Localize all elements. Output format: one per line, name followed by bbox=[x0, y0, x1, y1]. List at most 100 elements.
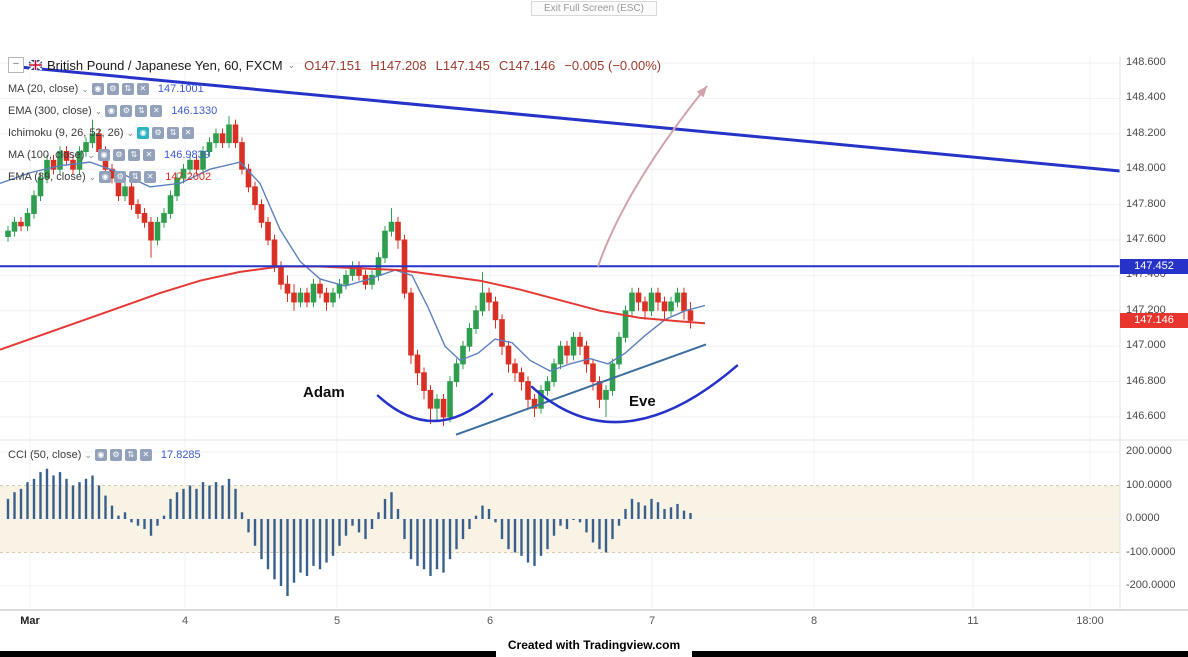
ma-fast-line[interactable] bbox=[0, 161, 706, 372]
eye-icon[interactable]: ◉ bbox=[105, 105, 118, 117]
cci-bar bbox=[331, 519, 335, 556]
price-tick[interactable]: 148.200 bbox=[1126, 126, 1166, 139]
price-tick[interactable]: 147.200 bbox=[1126, 303, 1166, 316]
collapse-pane-icon[interactable]: − bbox=[8, 57, 24, 73]
indicator-label[interactable]: Ichimoku (9, 26, 52, 26) bbox=[8, 127, 124, 139]
ma-slow-line[interactable] bbox=[0, 265, 706, 351]
cci-bar bbox=[676, 503, 679, 519]
exit-fullscreen-button[interactable]: Exit Full Screen (ESC) bbox=[530, 1, 658, 16]
time-tick[interactable]: Mar bbox=[20, 615, 40, 627]
cci-bar bbox=[286, 519, 289, 597]
time-tick[interactable]: 4 bbox=[181, 615, 189, 627]
candle-body bbox=[284, 283, 291, 294]
eve-arc[interactable] bbox=[530, 364, 739, 424]
gear-icon[interactable]: ⚙ bbox=[109, 449, 122, 461]
reorder-icon[interactable]: ⇅ bbox=[129, 171, 142, 183]
price-tick[interactable]: 148.000 bbox=[1126, 162, 1166, 175]
reorder-icon[interactable]: ⇅ bbox=[121, 83, 134, 95]
reorder-icon[interactable]: ⇅ bbox=[124, 449, 137, 461]
price-tick[interactable]: 147.600 bbox=[1126, 233, 1166, 245]
eye-icon[interactable]: ◉ bbox=[91, 83, 104, 95]
indicator-label[interactable]: MA (20, close) bbox=[8, 83, 79, 95]
eye-icon[interactable]: ◉ bbox=[94, 449, 107, 461]
gear-icon[interactable]: ⚙ bbox=[120, 105, 133, 117]
close-icon[interactable]: ✕ bbox=[142, 149, 155, 161]
cci-bar bbox=[299, 519, 302, 573]
time-tick[interactable]: 7 bbox=[648, 615, 656, 627]
close-icon[interactable]: ✕ bbox=[144, 171, 157, 183]
candle-body bbox=[50, 159, 57, 170]
chevron-down-icon[interactable]: ⌄ bbox=[84, 449, 92, 460]
close-icon[interactable]: ✕ bbox=[139, 449, 152, 461]
candle-body bbox=[414, 354, 421, 374]
gear-icon[interactable]: ⚙ bbox=[152, 127, 165, 139]
indicator-label[interactable]: CCI (50, close) bbox=[8, 449, 82, 461]
close-icon[interactable]: ✕ bbox=[182, 127, 195, 139]
candle-body bbox=[473, 310, 479, 329]
cci-tick[interactable]: -100.0000 bbox=[1126, 545, 1176, 558]
price-tick[interactable]: 148.400 bbox=[1126, 91, 1166, 104]
symbol-title[interactable]: British Pound / Japanese Yen, 60, FXCM bbox=[47, 57, 283, 73]
cci-bar bbox=[123, 512, 127, 519]
chevron-down-icon[interactable]: ⌄ bbox=[87, 149, 95, 160]
chevron-down-icon[interactable]: ⌄ bbox=[287, 59, 296, 70]
price-tick[interactable]: 146.800 bbox=[1126, 374, 1166, 387]
cci-bar bbox=[273, 519, 276, 580]
time-tick[interactable]: 11 bbox=[967, 615, 979, 627]
gear-icon[interactable]: ⚙ bbox=[114, 171, 127, 183]
cci-bar bbox=[344, 519, 348, 536]
cci-tick[interactable]: 0.0000 bbox=[1126, 512, 1160, 524]
descending-trendline[interactable] bbox=[13, 65, 1121, 173]
time-tick[interactable]: 18:00 bbox=[1076, 615, 1104, 627]
indicator-row: MA (20, close) ⌄ ◉ ⚙ ⇅ ✕ 147.1001 bbox=[8, 78, 217, 100]
adam-label[interactable]: Adam bbox=[303, 384, 345, 401]
chevron-down-icon[interactable]: ⌄ bbox=[126, 127, 135, 138]
cci-bar bbox=[201, 482, 205, 519]
chevron-down-icon[interactable]: ⌄ bbox=[81, 83, 89, 94]
reorder-icon[interactable]: ⇅ bbox=[167, 127, 180, 139]
price-tick[interactable]: 147.800 bbox=[1126, 197, 1166, 210]
cci-bar bbox=[468, 519, 471, 530]
cci-bar bbox=[403, 519, 406, 540]
candle-body bbox=[258, 204, 265, 223]
eye-icon[interactable]: ◉ bbox=[99, 171, 112, 183]
ichimoku-line[interactable] bbox=[455, 343, 707, 436]
candle-body bbox=[531, 398, 538, 409]
chevron-down-icon[interactable]: ⌄ bbox=[88, 171, 97, 182]
indicator-label[interactable]: MA (100, close) bbox=[8, 149, 85, 161]
cci-bar bbox=[169, 498, 172, 519]
time-tick[interactable]: 8 bbox=[810, 615, 818, 627]
indicator-row: CCI (50, close) ⌄ ◉ ⚙ ⇅ ✕ 17.8285 bbox=[8, 444, 201, 466]
price-tick[interactable]: 148.600 bbox=[1126, 56, 1166, 68]
cci-tick[interactable]: 100.0000 bbox=[1126, 478, 1172, 491]
cci-tick[interactable]: 200.0000 bbox=[1126, 445, 1172, 457]
price-tick[interactable]: 147.000 bbox=[1126, 339, 1166, 352]
eye-icon[interactable]: ◉ bbox=[97, 149, 110, 161]
close-icon[interactable]: ✕ bbox=[150, 105, 163, 117]
time-tick[interactable]: 6 bbox=[486, 615, 494, 627]
gear-icon[interactable]: ⚙ bbox=[112, 149, 125, 161]
close-icon[interactable]: ✕ bbox=[136, 83, 149, 95]
reorder-icon[interactable]: ⇅ bbox=[127, 149, 140, 161]
candle-body bbox=[499, 319, 505, 347]
candle-body bbox=[89, 133, 96, 144]
cci-bar bbox=[669, 507, 673, 519]
time-tick[interactable]: 5 bbox=[333, 615, 341, 627]
breakout-arrow[interactable] bbox=[597, 85, 708, 267]
price-tick[interactable]: 146.600 bbox=[1126, 410, 1166, 422]
candle-body bbox=[187, 159, 193, 170]
indicator-value: 147.2002 bbox=[165, 171, 212, 183]
candle-body bbox=[427, 389, 434, 409]
chevron-down-icon[interactable]: ⌄ bbox=[94, 105, 103, 116]
cci-bar bbox=[383, 498, 387, 519]
indicator-label[interactable]: EMA (300, close) bbox=[8, 105, 92, 117]
eye-icon[interactable]: ◉ bbox=[137, 127, 150, 139]
adam-arc[interactable] bbox=[376, 392, 494, 423]
gear-icon[interactable]: ⚙ bbox=[106, 83, 119, 95]
indicator-label[interactable]: EMA (89, close) bbox=[8, 171, 86, 183]
reorder-icon[interactable]: ⇅ bbox=[135, 105, 148, 117]
candle-body bbox=[512, 363, 518, 374]
cci-tick[interactable]: -200.0000 bbox=[1126, 579, 1176, 591]
eve-label[interactable]: Eve bbox=[629, 393, 656, 410]
